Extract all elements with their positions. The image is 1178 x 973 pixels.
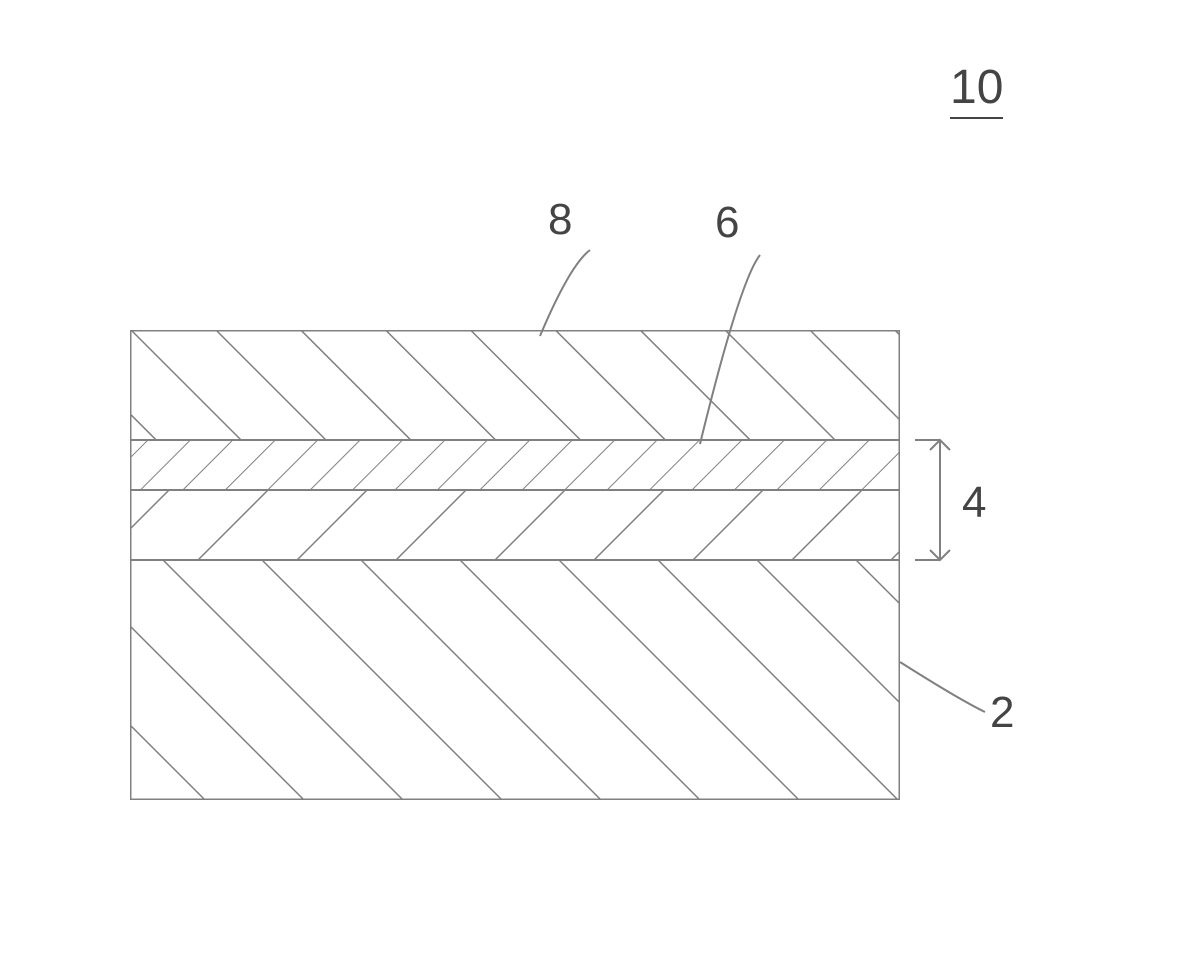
- ref-label-8: 8: [548, 195, 572, 245]
- figure-number-text: 10: [950, 61, 1003, 114]
- ref-label-4: 4: [962, 478, 986, 528]
- leader-2: [895, 657, 990, 717]
- diagram-canvas: 10 8 6 4 2: [0, 0, 1178, 973]
- ref-label-6: 6: [715, 198, 739, 248]
- cross-section-stack: [130, 330, 900, 800]
- leader-6: [695, 250, 765, 449]
- figure-number: 10: [950, 60, 1003, 115]
- figure-number-underline: [950, 117, 1003, 119]
- leader-8: [535, 245, 595, 341]
- ref-label-2: 2: [990, 688, 1014, 738]
